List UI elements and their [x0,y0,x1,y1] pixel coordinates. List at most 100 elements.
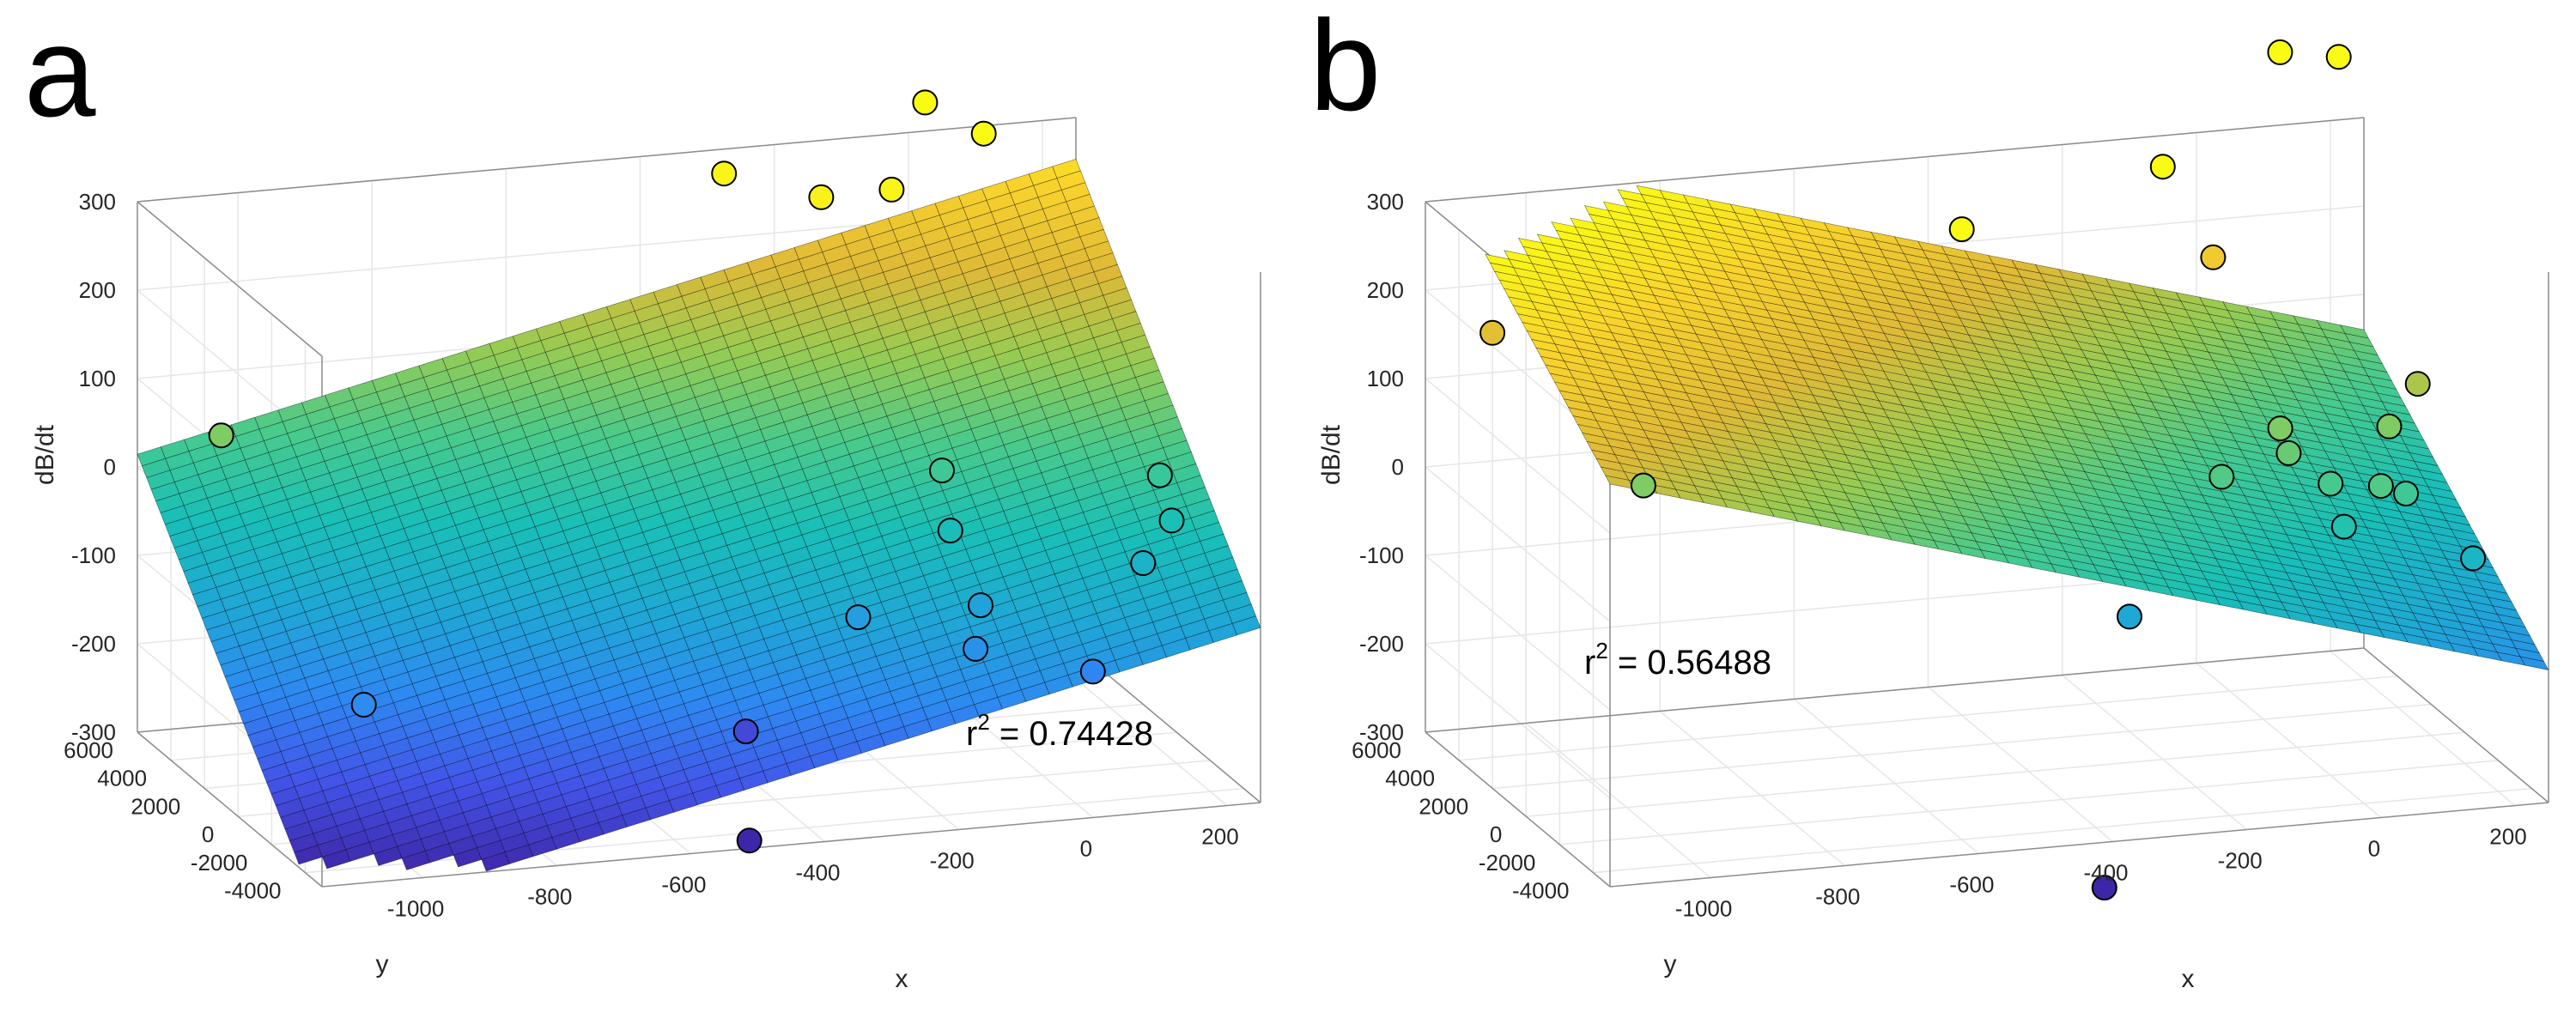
panel-a-r2-r: r [966,715,977,753]
panel-a-ztick-label: 200 [79,277,116,303]
panel-b-grid-side-z-2 [1425,554,1611,711]
panel-b-grid-floor-x-5 [2196,662,2382,819]
panel-b-r2-sup: 2 [1595,638,1607,664]
panel-a-data-point [845,604,872,631]
panel-a-data-point [937,518,963,544]
panel-b-grid-floor-y-2 [1526,731,2465,817]
panel-a-data-point [970,120,997,147]
panel-b-data-point [2200,244,2227,270]
panel-b-grid-floor-y-0 [1593,787,2532,874]
panel-a-data-point [732,718,759,745]
panel-b-grid-side-z-1 [1425,643,1611,799]
panel-b-xtick-label: -800 [1815,884,1860,910]
panel-b: b -300-200-1000100200300-4000-2000020004… [1309,0,2549,993]
panel-b-ztick-label: 100 [1367,366,1404,391]
panel-a-zlabel: dB/dt [31,424,59,485]
panel-b-data-point [2325,44,2352,70]
panel-b-ytick-label: -4000 [1512,878,1570,904]
panel-b-data-point [2267,39,2293,65]
panel-b-r2-value: = 0.56488 [1608,644,1771,682]
panel-b-ytick-label: 6000 [1352,737,1401,763]
panel-a-surface-cell [1231,615,1261,636]
panel-a-letter: a [24,0,96,143]
panel-a-ytick-label: 6000 [64,737,113,763]
panel-a-r2-sup: 2 [977,709,989,735]
panel-a-ytick-label: -4000 [224,878,282,904]
panel-a-xtick-label: -400 [795,860,840,886]
panel-b-ztick-label: 300 [1367,189,1404,215]
panel-b-data-point [2267,415,2293,442]
panel-b-grid-floor-x-2 [1793,698,1979,855]
panel-a-tick-labels: -300-200-1000100200300-4000-200002000400… [64,189,1239,922]
panel-a-r2-value: = 0.74428 [990,715,1153,753]
panel-b-surface-cell [2519,656,2549,671]
panel-a-ztick-label: 0 [104,454,116,480]
panel-b-data-point [2208,464,2235,490]
panel-b-xtick-label: 0 [2368,836,2380,862]
panel-b-grid-floor-x-3 [1928,686,2113,843]
panel-a-data-point [929,458,955,484]
panel-a-data-point [963,635,989,662]
panel-a-ztick-label: -100 [71,542,116,568]
panel-b-grid-floor-x-4 [2062,674,2248,831]
panel-b-letter: b [1309,0,1381,137]
panel-b-data-point [2376,413,2403,439]
panel-a-data-point [1158,507,1185,534]
panel-b-data-points [1479,39,2487,901]
panel-b-data-point [2367,473,2394,500]
panel-a-data-point [736,827,762,854]
panel-a-xtick-label: 0 [1080,836,1092,862]
panel-a-ytick-label: 4000 [97,766,147,791]
panel-a-box-edge-8 [137,201,323,357]
panel-a-xtick-label: 200 [1201,824,1238,850]
panel-a-box-edge-7 [137,117,1077,203]
panel-a-data-point [912,89,939,116]
panel-b-grid-side-z-3 [1425,466,1611,622]
panel-b-ztick-label: 0 [1392,454,1404,480]
panel-b-grid-floor-x-1 [1659,710,1845,867]
panel-b-box-edge-1 [1425,731,1611,888]
panel-b-box-edge-3 [1425,647,2365,733]
panel-a-ztick-label: 100 [79,366,116,391]
panel-a-ytick-label: 2000 [131,794,180,820]
panel-b-data-point [1479,319,1506,346]
panel-b-ztick-label: -200 [1359,631,1404,657]
panel-b-r2-annotation: r2 = 0.56488 [1584,638,1771,682]
panel-b-data-point [2330,513,2357,540]
panel-b-data-point [2404,371,2431,397]
panel-a-data-points [208,89,1185,854]
panel-a-box-edge-0 [321,802,1261,888]
panel-b-data-point [2393,481,2419,506]
panel-b-xtick-label: -200 [2218,848,2263,874]
panel-a-data-point [1130,550,1157,576]
panel-a-data-point [968,592,993,619]
panel-b-ytick-label: 4000 [1385,766,1435,791]
panel-b-data-point [2318,470,2344,497]
panel-b-ytick-label: 2000 [1419,794,1468,820]
panel-a-ztick-label: -200 [71,631,116,657]
panel-b-ytick-label: 0 [1490,821,1502,847]
panel-a-data-point [711,161,738,187]
panel-b-r2-r: r [1584,644,1595,682]
panel-a-ytick-label: 0 [202,821,214,847]
panel-a-data-point [1146,462,1173,488]
panel-a-xlabel: x [896,965,908,993]
panel-b-xlabel: x [2182,965,2195,993]
panel-b-grid-floor-x-6 [2330,650,2516,807]
panel-b-data-point [2275,439,2302,466]
panel-b-box-edge-7 [1425,117,2365,203]
panel-b-xtick-label: -1000 [1675,896,1733,922]
panel-b-data-point [2091,875,2117,901]
panel-b-grid-floor-x-0 [1525,722,1711,879]
panel-b-box-edge-2 [2363,647,2549,803]
panel-b-ytick-label: -2000 [1479,850,1536,876]
panel-b-data-point [2149,154,2176,180]
panel-b-fit-surface [1485,185,2549,671]
panel-a-data-point [350,692,377,718]
panel-b-grid-side-z-4 [1425,378,1611,534]
panel-a-xtick-label: -1000 [387,896,445,922]
panel-b-tick-labels: -300-200-1000100200300-4000-200002000400… [1352,189,2527,922]
panel-b-ylabel: y [1664,950,1677,979]
panel-a-xtick-label: -200 [930,848,975,874]
panel-b-data-point [2460,545,2487,572]
